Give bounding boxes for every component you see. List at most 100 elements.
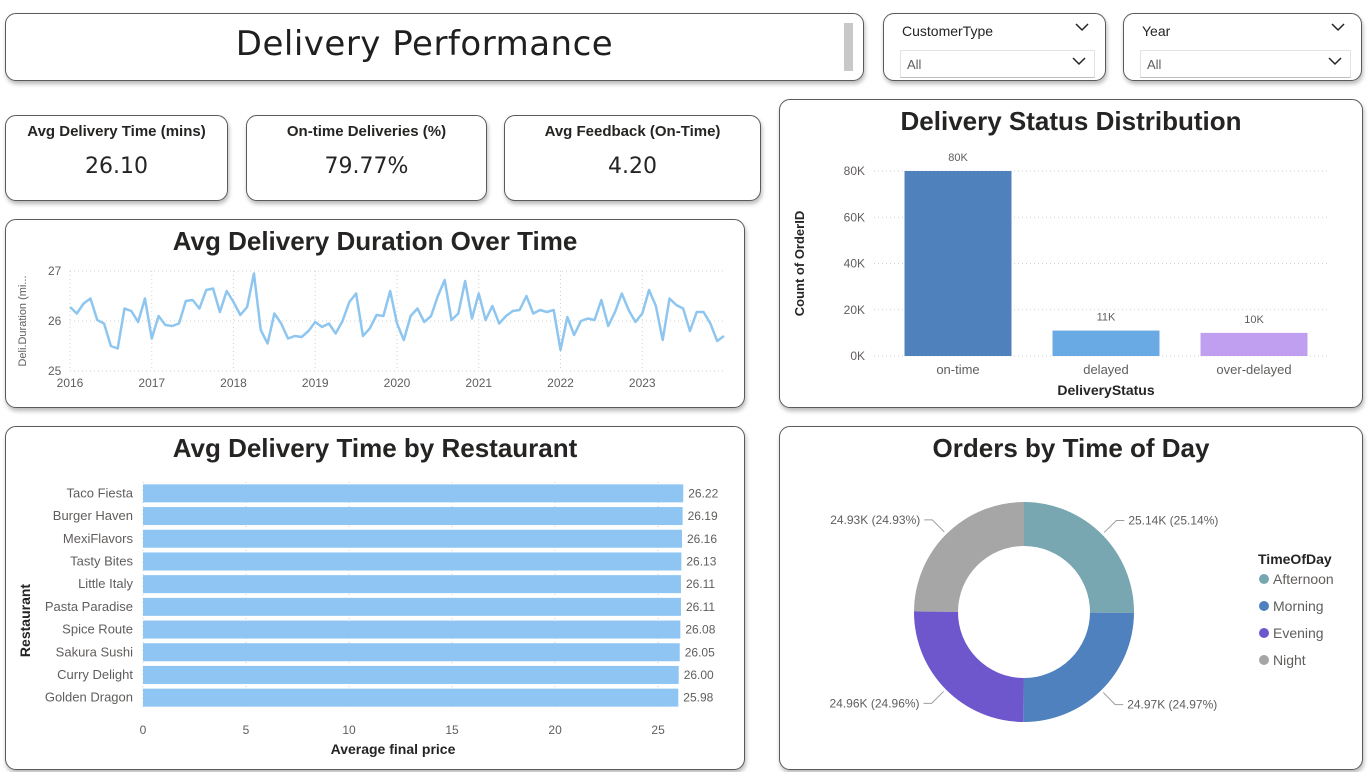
slicer-customertype-dropdown[interactable]: All: [900, 50, 1095, 78]
line-chart-card[interactable]: Avg Delivery Duration Over Time 27 26 25 20…: [5, 219, 745, 408]
x-tick-label: 2016: [57, 376, 84, 390]
x-tick-label: 25: [651, 723, 665, 737]
y-axis-title: Deli.Duration (mi...: [17, 275, 29, 366]
bar-delayed: [1052, 330, 1160, 356]
leader-line: [923, 691, 944, 704]
title-scrollbar[interactable]: [844, 23, 853, 71]
kpi-label: Avg Delivery Time (mins): [27, 123, 206, 140]
title-card: Delivery Performance: [5, 13, 864, 81]
y-tick-label: 80K: [844, 164, 865, 178]
status-chart-card[interactable]: Delivery Status Distribution 80K 60K 40K 20…: [779, 99, 1363, 408]
chevron-down-icon[interactable]: [1331, 22, 1345, 32]
slicer-year-dropdown[interactable]: All: [1140, 50, 1351, 78]
kpi-label: On-time Deliveries (%): [286, 123, 447, 140]
duration-series-line: [69, 272, 725, 352]
slicer-customertype-label: CustomerType: [902, 23, 994, 39]
legend-marker: [1259, 655, 1269, 665]
x-tick-label: 2023: [629, 376, 656, 390]
bar-burger-haven: [143, 507, 683, 526]
y-axis-title: Count of OrderID: [792, 211, 807, 316]
data-label: 10K: [1244, 314, 1264, 326]
status-bar-chart[interactable]: 80K 60K 40K 20K 0K 80K on-time 11K delayed 10K ove…: [780, 100, 1362, 407]
chart-title: Delivery Status Distribution: [900, 106, 1242, 136]
chevron-down-icon[interactable]: [1072, 56, 1086, 66]
x-tick-label: 2018: [220, 376, 247, 390]
data-label: 26.22: [688, 486, 718, 500]
y-tick-label: Curry Delight: [57, 667, 133, 682]
slicer-year-label: Year: [1142, 23, 1171, 39]
chart-title: Avg Delivery Time by Restaurant: [172, 433, 578, 463]
kpi-value: 79.77%: [324, 154, 409, 179]
bar-on-time: [904, 171, 1012, 356]
y-tick-label: 40K: [844, 257, 865, 271]
slice-night: [914, 502, 1024, 612]
kpi-card-avg-delivery-time[interactable]: Avg Delivery Time (mins) 26.10: [5, 115, 228, 201]
kpi-label: Avg Feedback (On-Time): [544, 123, 721, 140]
slice-morning: [1023, 612, 1134, 722]
y-tick-label: 60K: [844, 210, 865, 224]
slicer-customertype-value: All: [907, 57, 922, 72]
x-tick-label: over-delayed: [1216, 362, 1291, 377]
x-tick-label: 2021: [465, 376, 492, 390]
bar-spice-route: [143, 620, 681, 639]
legend-item-night: Night: [1273, 652, 1306, 668]
legend-item-morning: Morning: [1273, 598, 1324, 614]
page-title: Delivery Performance: [235, 24, 614, 64]
legend-marker: [1259, 628, 1269, 638]
data-label: 25.98: [683, 691, 713, 705]
x-tick-label: 10: [342, 723, 356, 737]
kpi-card-on-time-deliveries[interactable]: On-time Deliveries (%) 79.77%: [246, 115, 487, 201]
chevron-down-icon[interactable]: [1075, 22, 1089, 32]
donut-chart-card[interactable]: Orders by Time of Day 25.14K (25.14%) 24.…: [779, 426, 1363, 770]
kpi-card-avg-feedback[interactable]: Avg Feedback (On-Time) 4.20: [504, 115, 761, 201]
y-tick-label: Taco Fiesta: [67, 485, 134, 500]
x-tick-label: 5: [243, 723, 250, 737]
legend-title: TimeOfDay: [1258, 551, 1332, 567]
y-tick-label: 25: [48, 364, 62, 378]
data-label: 25.14K (25.14%): [1128, 513, 1218, 527]
x-tick-label: 2017: [138, 376, 165, 390]
data-label: 80K: [948, 152, 968, 164]
slice-evening: [914, 611, 1024, 722]
slicer-year[interactable]: Year All: [1123, 13, 1362, 81]
data-label: 26.13: [686, 554, 716, 568]
y-tick-label: Golden Dragon: [45, 690, 133, 705]
legend-marker: [1259, 574, 1269, 584]
chart-title: Avg Delivery Duration Over Time: [172, 226, 578, 256]
legend-item-evening: Evening: [1273, 625, 1324, 641]
x-tick-label: 2019: [302, 376, 329, 390]
y-tick-label: 0K: [850, 349, 865, 363]
x-axis-title: Average final price: [331, 741, 456, 757]
bar-mexiflavors: [143, 529, 682, 548]
x-tick-label: delayed: [1083, 362, 1129, 377]
y-tick-label: Spice Route: [62, 622, 133, 637]
data-label: 11K: [1097, 312, 1116, 324]
y-tick-label: 26: [48, 314, 62, 328]
x-tick-label: on-time: [936, 362, 979, 377]
data-label: 24.97K (24.97%): [1127, 698, 1217, 712]
time-of-day-donut-chart[interactable]: 25.14K (25.14%) 24.97K (24.97%) 24.96K (24…: [780, 427, 1362, 769]
data-label: 26.05: [685, 645, 715, 659]
y-tick-label: Burger Haven: [53, 508, 133, 523]
x-tick-label: 0: [140, 723, 147, 737]
y-tick-label: Pasta Paradise: [45, 599, 133, 614]
leader-line: [1103, 519, 1125, 533]
legend-marker: [1259, 601, 1269, 611]
slicer-customertype[interactable]: CustomerType All: [883, 13, 1106, 81]
bar-over-delayed: [1200, 332, 1308, 356]
restaurant-chart-card[interactable]: Avg Delivery Time by Restaurant 0 5 10 15 20…: [5, 426, 745, 770]
restaurant-bar-chart[interactable]: 0 5 10 15 20 25 Taco Fiesta 26.22 Burger Haven 26…: [6, 427, 744, 769]
x-tick-label: 20: [548, 723, 562, 737]
leader-line: [1102, 692, 1124, 706]
bar-golden-dragon: [143, 688, 679, 707]
kpi-value: 4.20: [608, 154, 657, 179]
leader-line: [924, 519, 945, 533]
data-label: 26.11: [686, 600, 715, 614]
chart-title: Orders by Time of Day: [932, 433, 1210, 463]
bar-pasta-paradise: [143, 597, 681, 616]
chevron-down-icon[interactable]: [1328, 56, 1342, 66]
data-label: 26.16: [687, 532, 717, 546]
bar-little-italy: [143, 575, 681, 594]
y-axis-title: Restaurant: [17, 584, 33, 657]
